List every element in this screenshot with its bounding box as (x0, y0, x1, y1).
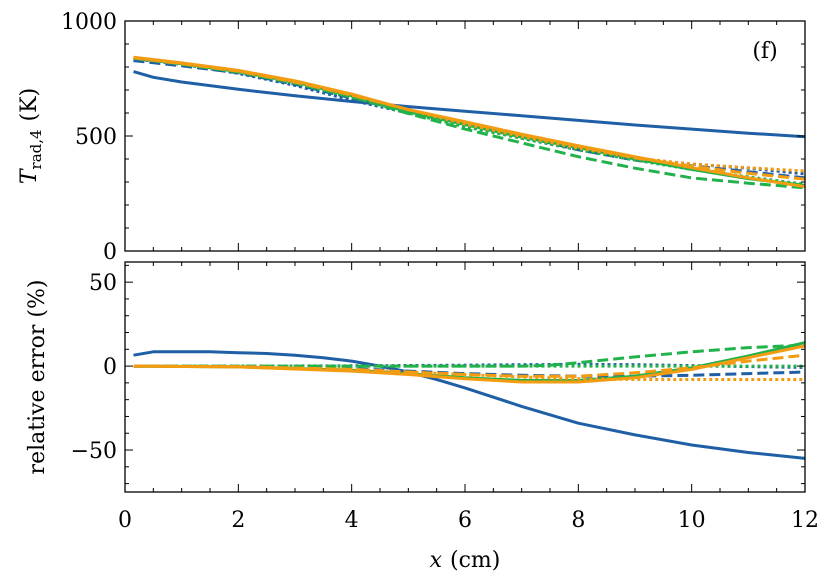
top-ytick-label: 0 (103, 240, 117, 265)
xtick-label: 10 (678, 508, 706, 533)
bottom-series-green-dashed (133, 343, 806, 368)
bottom-ytick-label: −50 (71, 439, 117, 464)
xlabel-unit: (cm) (450, 548, 500, 573)
bottom-xtick-labels: 0 2 4 6 8 10 12 (118, 508, 819, 533)
xtick-label: 8 (571, 508, 585, 533)
top-ylabel: Trad,4 (K) (17, 88, 45, 184)
top-series-blue-dotted (133, 57, 806, 176)
bottom-panel: 50 0 −50 0 2 4 6 8 10 12 relative error (%) x (cm… (25, 261, 819, 573)
top-ylabel-sub: rad,4 (27, 129, 45, 169)
xtick-label: 4 (345, 508, 359, 533)
top-ytick-label: 1000 (61, 10, 117, 35)
bottom-ytick-label: 0 (103, 355, 117, 380)
bottom-ytick-label: 50 (89, 271, 117, 296)
top-series-orange-dashed (133, 56, 806, 181)
bottom-series-group (133, 341, 806, 460)
bottom-plot-frame (124, 261, 806, 493)
xtick-label: 0 (118, 508, 132, 533)
xtick-label: 12 (791, 508, 819, 533)
bottom-ytick-labels: 50 0 −50 (71, 271, 117, 464)
top-ytick-label: 500 (75, 125, 117, 150)
top-panel: (f) 0 500 1000 Trad,4 (K) (17, 10, 806, 265)
top-series-group (133, 55, 806, 190)
top-ticks-group (124, 20, 806, 252)
bottom-ylabel: relative error (%) (25, 280, 50, 475)
xlabel-var: x (430, 548, 443, 573)
bottom-series-orange-solid (133, 344, 806, 384)
top-plot-frame (124, 20, 806, 252)
panel-label: (f) (752, 39, 777, 64)
xlabel: x (cm) (430, 548, 501, 573)
top-ylabel-var: T (17, 167, 42, 184)
xtick-label: 2 (231, 508, 245, 533)
top-series-orange-solid (133, 55, 806, 189)
top-ytick-labels: 0 500 1000 (61, 10, 117, 265)
top-series-orange-dotted (133, 56, 806, 173)
top-ylabel-unit: (K) (17, 88, 42, 122)
xtick-label: 6 (458, 508, 472, 533)
top-series-blue-dashed (133, 59, 806, 180)
top-series-blue-solid (133, 70, 806, 139)
